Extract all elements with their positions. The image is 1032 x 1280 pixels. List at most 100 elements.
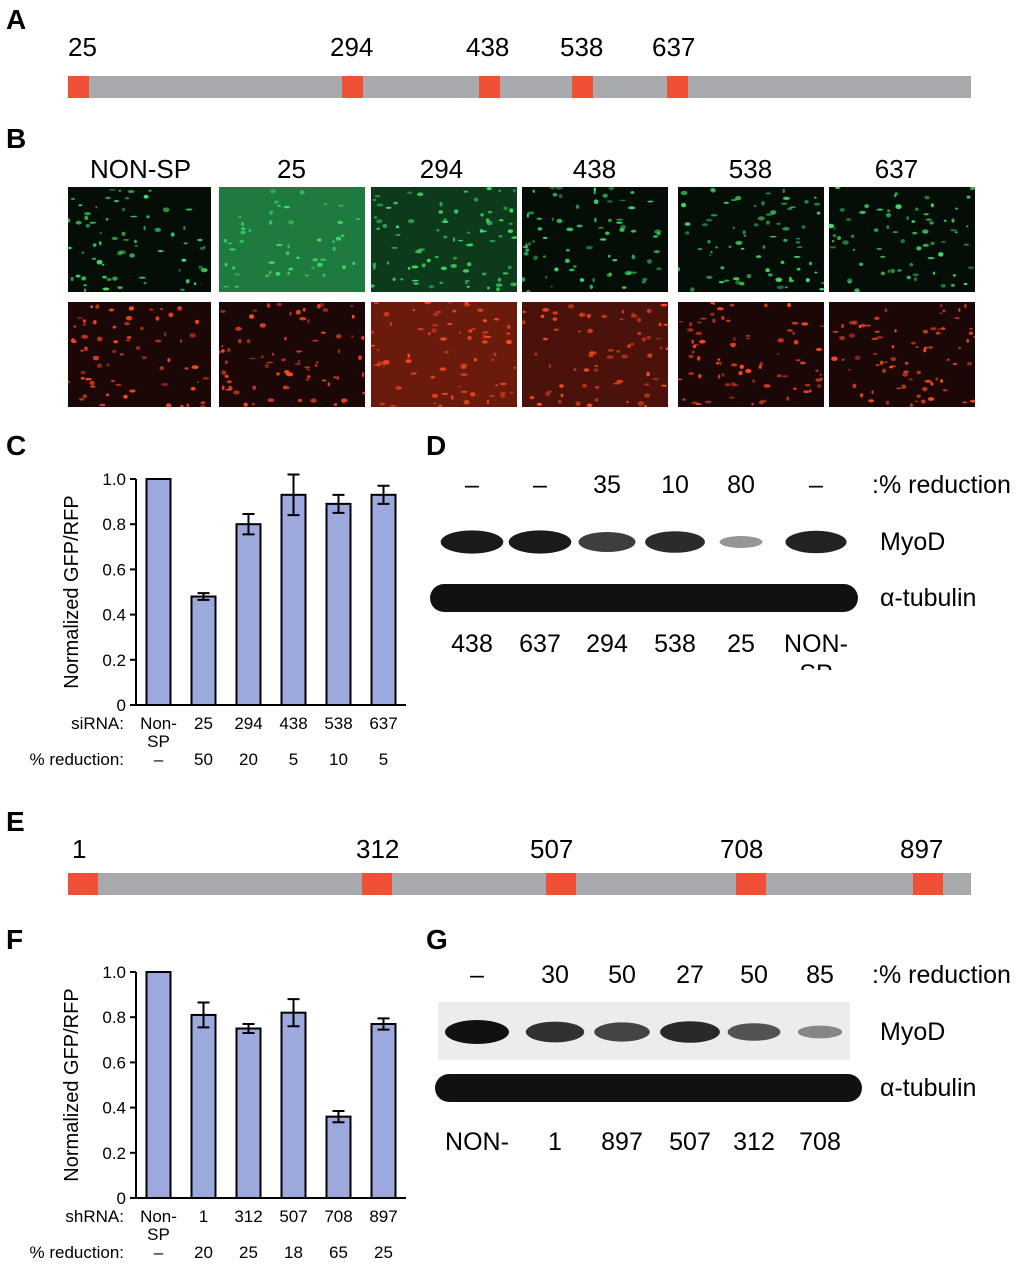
y-axis-label: Normalized GFP/RFP [61, 495, 83, 688]
category-label: SP [147, 1225, 170, 1244]
site-label: 294 [330, 32, 374, 62]
rfp-micrograph [371, 302, 517, 407]
reduction-value: 65 [329, 1243, 348, 1260]
condition-label: 637 [874, 154, 919, 184]
tubulin-band [430, 584, 858, 612]
category-label: Non- [140, 714, 177, 733]
site-label: 507 [530, 834, 574, 864]
reduction-value: 5 [289, 750, 298, 767]
bar-chart: 0 0.2 0.4 0.6 0.8 1.0 Normalized GFP/RFP Non-SP… [30, 963, 406, 1260]
axes [135, 479, 406, 706]
gfp-micrograph [371, 187, 517, 292]
bar [190, 1013, 217, 1199]
error-bar [332, 1109, 345, 1124]
category-label: Non- [140, 1207, 177, 1226]
bar [145, 971, 172, 1199]
lane-label: SP [799, 660, 832, 670]
myod-band [445, 1020, 509, 1044]
error-bar [377, 1017, 390, 1031]
lane-label: SP [460, 1158, 493, 1160]
category-label: 637 [369, 714, 397, 733]
myod-band [578, 532, 636, 552]
gfp-micrograph [678, 187, 824, 292]
myod-band [645, 531, 705, 553]
rfp-micrograph [829, 302, 975, 407]
myod-band [727, 1023, 781, 1041]
panel-label-g: G [426, 924, 448, 955]
reduction-value: 20 [194, 1243, 213, 1260]
category-label: 708 [324, 1207, 352, 1226]
category-label: 294 [234, 714, 262, 733]
reduction-value: 10 [329, 750, 348, 767]
gfp-micrograph [829, 187, 975, 292]
myod-band [719, 536, 763, 548]
target-site [68, 76, 89, 98]
lane-label: NON- [445, 1128, 509, 1156]
panel-label-b: B [6, 123, 27, 154]
tubulin-band [435, 1074, 862, 1102]
bar [280, 1011, 307, 1200]
myod-label: MyoD [880, 1018, 945, 1046]
panel-label-c: C [6, 430, 27, 461]
reduction-value: 5 [379, 750, 388, 767]
gfp-micrograph [68, 187, 211, 292]
reduction-value: 85 [806, 961, 834, 989]
site-label: 25 [68, 32, 97, 62]
gfp-micrograph [522, 187, 668, 292]
category-label: 438 [279, 714, 307, 733]
myod-band [785, 530, 847, 554]
category-label: 25 [194, 714, 213, 733]
y-tick-label: 0 [117, 1189, 126, 1208]
reduction-value: 80 [727, 471, 755, 499]
error-bar [377, 484, 390, 505]
lane-label: 897 [601, 1128, 643, 1156]
lane-label: 708 [799, 1128, 841, 1156]
error-bar [197, 1001, 210, 1029]
bar-chart: 0 0.2 0.4 0.6 0.8 1.0 Normalized GFP/RFP Non-SP… [30, 470, 406, 767]
site-label: 538 [560, 32, 604, 62]
condition-label: 294 [419, 154, 464, 184]
reduction-value: 50 [740, 961, 768, 989]
bar [280, 493, 307, 706]
error-bar [287, 998, 300, 1028]
myod-band [594, 1022, 650, 1042]
bar [190, 595, 217, 707]
site-label: 637 [652, 32, 696, 62]
y-tick-label: 0.6 [102, 560, 126, 579]
rfp-micrograph [522, 302, 668, 407]
category-label: SP [147, 732, 170, 751]
y-axis-label: Normalized GFP/RFP [61, 988, 83, 1181]
bar [325, 1115, 352, 1199]
site-label: 438 [466, 32, 510, 62]
reduction-value: 18 [284, 1243, 303, 1260]
target-site [546, 873, 576, 895]
gfp-micrograph [219, 187, 365, 292]
lane-label: 312 [733, 1128, 775, 1156]
panel-label-d: D [426, 430, 447, 461]
axes [135, 972, 406, 1199]
lane-label: NON- [784, 630, 848, 658]
target-site [913, 873, 943, 895]
condition-label: 538 [728, 154, 773, 184]
target-site [362, 873, 392, 895]
reduction-value: – [533, 471, 547, 499]
bar [145, 478, 172, 706]
y-tick-label: 0.8 [102, 515, 126, 534]
y-tick-label: 1.0 [102, 470, 126, 489]
panel-label-e: E [6, 806, 25, 837]
reduction-value: 27 [676, 961, 704, 989]
western-blot: – 30 50 27 50 85:% reduction MyoD α-tubulin NON-… [435, 961, 1011, 1160]
target-site [667, 76, 688, 98]
lane-label: 538 [654, 630, 696, 658]
error-bar [242, 1022, 255, 1035]
error-bar [287, 473, 300, 517]
row-label: shRNA: [65, 1207, 124, 1226]
site-label: 1 [72, 834, 87, 864]
reduction-value: 35 [593, 471, 621, 499]
reduction-value: – [154, 750, 164, 767]
reduction-label: % reduction: [30, 750, 125, 767]
y-tick-label: 0.4 [102, 606, 126, 625]
tubulin-label: α-tubulin [880, 1074, 976, 1102]
bar [235, 1027, 262, 1199]
category-label: 1 [199, 1207, 208, 1226]
